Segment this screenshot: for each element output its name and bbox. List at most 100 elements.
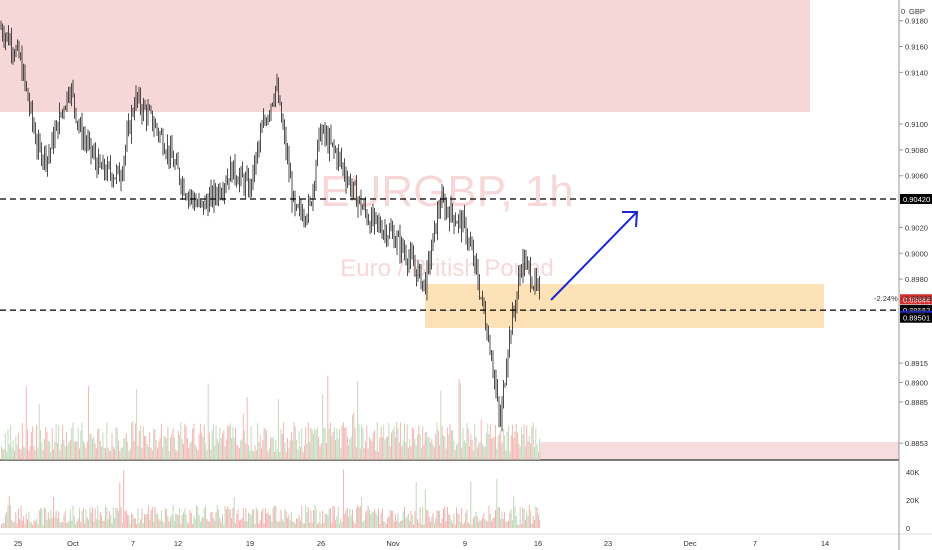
volume-indicator-bar xyxy=(20,505,22,528)
volume-bar xyxy=(527,440,529,460)
volume-indicator-bar xyxy=(24,523,26,528)
price-axis[interactable]: 0.9180 0.9160 0.9140 0.9100 0.9080 0.9060 0.90… xyxy=(899,17,928,449)
volume-bar xyxy=(176,451,178,460)
volume-indicator-bar xyxy=(492,518,494,528)
volume-bar xyxy=(519,446,521,460)
volume-bar xyxy=(88,385,90,460)
volume-bar xyxy=(43,438,45,460)
volume-indicator-bar xyxy=(283,521,285,528)
volume-bar xyxy=(21,422,23,460)
volume-bar xyxy=(487,423,489,460)
volume-bar xyxy=(86,441,88,460)
volume-indicator-bar xyxy=(56,518,58,528)
price-tick-label: 0.8853 xyxy=(905,439,928,448)
demand-zone[interactable] xyxy=(425,284,824,328)
volume-indicator-bar xyxy=(271,521,273,528)
volume-bar xyxy=(368,436,370,460)
volume-indicator-bar xyxy=(323,523,325,528)
volume-indicator-bar xyxy=(476,516,478,528)
volume-indicator-bar xyxy=(203,508,205,528)
volume-bar xyxy=(129,449,131,460)
volume-bar xyxy=(288,448,290,460)
volume-bar xyxy=(228,425,230,460)
volume-bar xyxy=(414,439,416,460)
volume-bar xyxy=(284,442,286,460)
volume-bar xyxy=(514,431,516,460)
volume-indicator-bar xyxy=(306,511,308,528)
volume-indicator-bar xyxy=(270,514,272,528)
volume-indicator-bar xyxy=(176,514,178,528)
volume-bar xyxy=(199,423,201,460)
volume-bar xyxy=(193,423,195,460)
volume-indicator-bar xyxy=(452,523,454,528)
volume-indicator-bar xyxy=(413,524,415,528)
volume-bar xyxy=(102,432,104,460)
volume-indicator-bar xyxy=(346,507,348,528)
volume-indicator-bar xyxy=(153,521,155,528)
volume-bar xyxy=(225,439,227,460)
volume-indicator-bar xyxy=(336,516,338,528)
supply-zone[interactable] xyxy=(0,0,810,112)
volume-bar xyxy=(134,423,136,460)
projection-arrow[interactable] xyxy=(550,211,639,301)
volume-indicator-bar xyxy=(344,513,346,528)
volume-indicator-bar xyxy=(478,521,480,528)
volume-indicator-bar xyxy=(409,520,411,528)
volume-bar xyxy=(372,432,374,460)
volume-indicator-bar xyxy=(345,510,347,528)
volume-bar xyxy=(387,436,389,460)
volume-indicator-bar xyxy=(264,508,266,528)
volume-bar xyxy=(215,425,217,460)
volume-indicator-bar xyxy=(467,522,469,528)
volume-indicator-bar xyxy=(17,508,19,528)
volume-indicator-bar xyxy=(258,523,260,528)
volume-bar xyxy=(49,441,51,460)
price-tick-label: 0.9020 xyxy=(905,223,928,232)
volume-bar xyxy=(501,442,503,460)
volume-bar xyxy=(305,426,307,460)
volume-indicator-bar xyxy=(36,518,38,528)
volume-bar xyxy=(67,444,69,460)
volume-bar xyxy=(133,441,135,460)
volume-bar xyxy=(115,426,117,460)
volume-bar xyxy=(443,435,444,460)
volume-indicator-bar xyxy=(166,509,168,528)
volume-bar xyxy=(76,441,78,460)
date-tick-label: 7 xyxy=(131,539,135,548)
volume-indicator-bar xyxy=(249,513,251,528)
volume-indicator-bar xyxy=(209,521,210,528)
volume-indicator-bar xyxy=(424,489,426,528)
volume-indicator-bar xyxy=(235,523,236,528)
volume-indicator-bar xyxy=(358,507,360,528)
volume-indicator-bar xyxy=(30,522,32,528)
volume-bar xyxy=(155,440,157,460)
volume-indicator-bar xyxy=(23,516,25,528)
volume-indicator-bar xyxy=(10,505,12,528)
volume-indicator-bar xyxy=(160,510,162,528)
volume-bar xyxy=(345,426,347,460)
volume-bar xyxy=(27,429,28,460)
volume-bar xyxy=(45,426,47,460)
volume-bar xyxy=(413,429,415,460)
volume-indicator-bar xyxy=(388,516,390,528)
volume-indicator-bar xyxy=(186,522,188,528)
volume-indicator-bar xyxy=(171,514,173,528)
volume-indicator-bar xyxy=(406,516,408,528)
volume-indicator-bar xyxy=(179,507,181,528)
volume-axis: 40K 20K 0 xyxy=(906,468,919,533)
volume-bar xyxy=(73,441,75,460)
volume-bar xyxy=(251,450,253,460)
volume-bar xyxy=(328,428,330,460)
volume-bar xyxy=(480,419,482,460)
volume-indicator-bar xyxy=(357,505,359,528)
volume-bar xyxy=(81,422,83,460)
volume-indicator-bar xyxy=(480,520,482,528)
date-axis[interactable]: 25 Oct 7 12 19 26 Nov 9 16 23 Dec 7 14 xyxy=(14,539,829,548)
volume-bar xyxy=(38,403,40,460)
volume-indicator-bar xyxy=(214,520,216,528)
volume-bar xyxy=(59,450,61,460)
volume-indicator-bar xyxy=(111,523,113,528)
volume-bar xyxy=(484,446,486,460)
